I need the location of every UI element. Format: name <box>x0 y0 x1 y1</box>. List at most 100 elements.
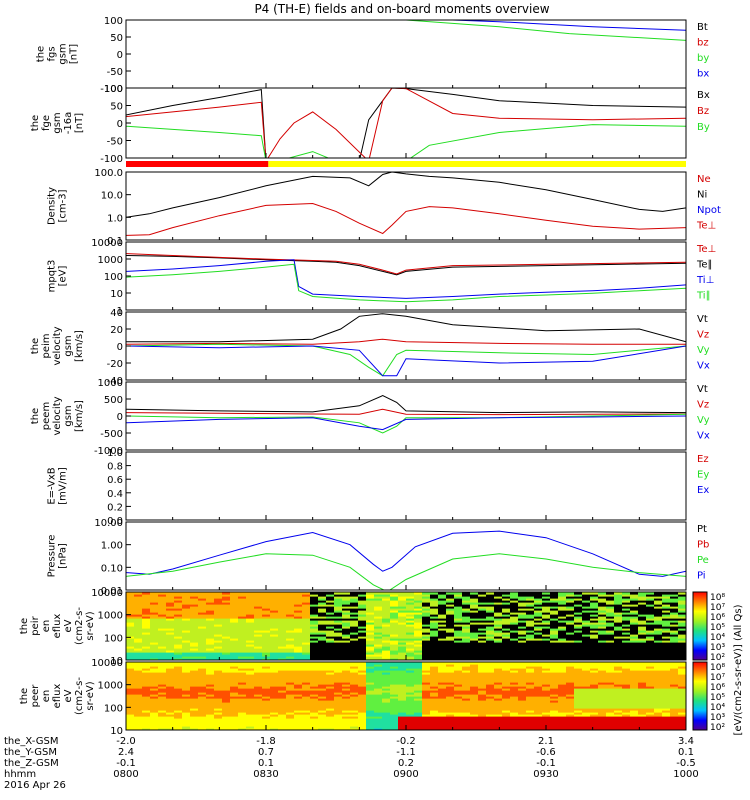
series-line-Ti⊥ <box>126 259 686 299</box>
series-line-Vx <box>126 415 686 431</box>
x-tick-label: 2.1 <box>538 736 554 747</box>
y-tick-label: -50 <box>107 137 123 148</box>
y-axis-label: E=-VxB[mV/m] <box>47 467 69 505</box>
panel-frame <box>125 311 687 381</box>
y-axis-label: thepeerenefluxeV(cm2-s-sr-eV) <box>19 677 96 715</box>
y-tick-label: -50 <box>107 67 123 78</box>
x-tick-label: -1.8 <box>256 736 276 747</box>
y-tick-label: 0.0 <box>107 516 123 527</box>
y-axis-label: Density[cm-3] <box>47 187 69 225</box>
legend-entry: Vz <box>697 330 709 341</box>
colorbar-label: [eV/(cm2-s-sr-eV)] (All Qs) <box>733 604 744 735</box>
colorbar-tick-label: 10² <box>710 653 725 663</box>
y-tick-label: 0.10 <box>101 563 123 574</box>
x-tick-label: -0.2 <box>396 736 416 747</box>
legend-entry: Npot <box>697 205 721 216</box>
legend-entry: Ex <box>697 485 709 496</box>
colorbar-tick-label: 10⁵ <box>710 623 725 633</box>
colorbar-tick-label: 10³ <box>710 713 725 723</box>
panel-frame <box>125 19 687 89</box>
panel-pressure: 10.00 1.00 0.10 0.01 Pressure[nPa] Pt Pb Pe Pi <box>47 518 710 597</box>
colorbar-tick-label: 10⁵ <box>710 693 725 703</box>
colorbar-tick-label: 10³ <box>710 643 725 653</box>
x-tick-label: -0.5 <box>676 758 696 769</box>
y-tick-label: 10000 <box>91 238 123 249</box>
legend-entry: Pt <box>697 524 707 535</box>
spectrogram-image <box>126 662 686 730</box>
panel-peer-spectrogram: 10000 1000 100 10 thepeerenefluxeV(cm2-s-sr-… <box>19 658 725 737</box>
y-tick-label: -100 <box>100 154 123 165</box>
y-tick-label: 1000 <box>98 611 123 622</box>
series-line-Vt <box>126 395 686 414</box>
y-tick-label: 0 <box>117 119 123 130</box>
series-line-Bx <box>126 88 686 158</box>
region-segment <box>126 161 269 167</box>
panel-fge: 100 50 0 -50 -100 thefgegsm-16a[nT] Bx Bz By <box>30 84 710 165</box>
legend-entry: Ni <box>697 190 707 201</box>
series-line-Pi <box>126 530 686 577</box>
legend-entry: Vy <box>697 345 710 356</box>
legend-entry: Te⊥ <box>696 244 716 255</box>
colorbar-tick-label: 10⁶ <box>710 683 725 693</box>
y-tick-label: 100 <box>104 16 123 27</box>
x-axis-row-label: the_Z-GSM <box>4 758 59 769</box>
y-tick-label: 0 <box>117 342 123 353</box>
y-tick-label: 100 <box>104 633 123 644</box>
y-tick-label: 0.8 <box>107 462 123 473</box>
x-tick-label: 0.1 <box>678 747 694 758</box>
panel-temperature: 10000 1000 100 10 1 mpqt3[eV] Te⊥ Te∥ Ti⊥ Ti∥ <box>47 238 717 317</box>
colorbar-tick-label: 10⁴ <box>710 703 725 713</box>
y-tick-label: 500 <box>104 395 123 406</box>
legend-entry: Vt <box>697 314 708 325</box>
legend-entry: Pi <box>697 571 706 582</box>
y-tick-label: -20 <box>107 359 123 370</box>
panel-frame <box>125 241 687 311</box>
x-axis-row-label: the_Y-GSM <box>4 747 57 758</box>
colorbar-tick-label: 10⁸ <box>710 663 725 673</box>
y-axis-label: Pressure[nPa] <box>47 535 69 578</box>
y-tick-label: 10000 <box>91 658 123 669</box>
y-tick-label: 10.0 <box>101 191 123 202</box>
y-tick-label: 1.0 <box>107 213 123 224</box>
x-tick-label: 0900 <box>393 769 418 780</box>
legend-entry: Vx <box>697 361 710 372</box>
y-tick-label: 100.0 <box>94 168 123 179</box>
series-line-Te⊥ <box>126 253 686 275</box>
y-tick-label: 50 <box>110 33 123 44</box>
x-axis-row-label: hhmm <box>4 769 36 780</box>
y-axis-label: mpqt3[eV] <box>47 260 69 293</box>
x-tick-label: 0830 <box>253 769 278 780</box>
legend-entry: Ey <box>697 470 709 481</box>
x-tick-label: 1000 <box>673 769 698 780</box>
series-line-Vz <box>126 338 686 345</box>
x-tick-label: 0.2 <box>398 758 414 769</box>
y-tick-label: 50 <box>110 102 123 113</box>
series-line-By <box>126 124 686 158</box>
y-tick-label: 0.4 <box>107 489 123 500</box>
panel-peem-velocity: 1000 500 0 -500 -1000 thepeemvelocitygsm[km/s… <box>30 378 710 457</box>
x-axis-row-label: 2016 Apr 26 <box>4 780 66 791</box>
x-tick-label: 0930 <box>533 769 558 780</box>
region-segment <box>268 161 686 167</box>
legend-entry: Ti⊥ <box>696 275 714 286</box>
panel-density: 100.0 10.0 1.0 0.1 Density[cm-3] Ne Ni Npot Te⊥ <box>47 168 721 247</box>
y-tick-label: 0 <box>117 50 123 61</box>
panel-peir-spectrogram: 10000 1000 100 10 thepeirenefluxeV(cm2-s-sr-… <box>19 588 725 667</box>
colorbar-tick-label: 10² <box>710 723 725 733</box>
y-tick-label: 0 <box>117 412 123 423</box>
x-tick-label: 2.4 <box>118 747 134 758</box>
y-tick-label: 10000 <box>91 588 123 599</box>
x-tick-label: 0800 <box>113 769 138 780</box>
colorbar-tick-label: 10⁷ <box>710 673 725 683</box>
spectrogram-image <box>126 592 686 660</box>
legend-entry: Bt <box>697 22 708 33</box>
panel-efield: 1.0 0.8 0.6 0.4 0.2 0.0 E=-VxB[mV/m] Ez Ey Ex <box>47 448 710 527</box>
series-line-Ni <box>126 172 686 218</box>
y-tick-label: 1000 <box>98 378 123 389</box>
y-tick-label: 1 <box>117 306 123 317</box>
series-line-Bz <box>126 88 686 158</box>
y-tick-label: -500 <box>100 429 123 440</box>
y-tick-label: 100 <box>104 272 123 283</box>
x-tick-label: -0.1 <box>536 758 556 769</box>
